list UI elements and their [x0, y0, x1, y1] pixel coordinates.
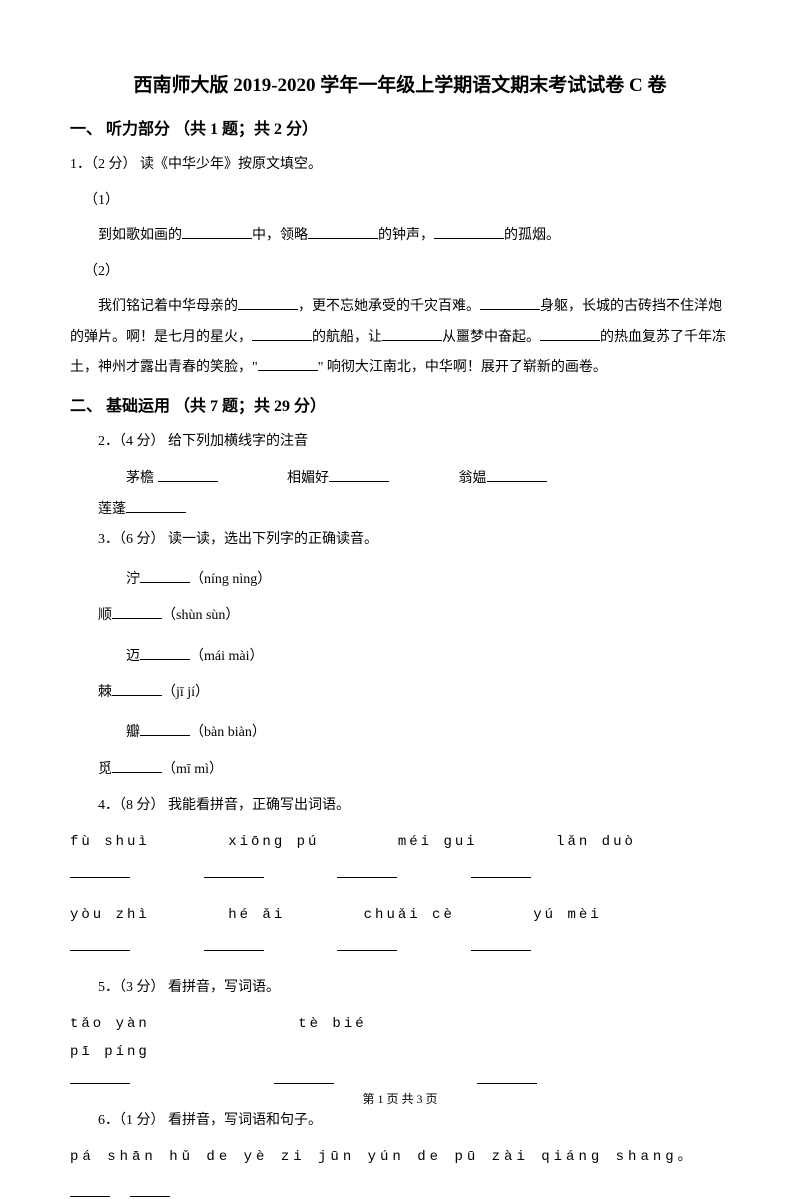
fill-blank[interactable] [308, 221, 378, 239]
pinyin: xiōng pú [228, 834, 319, 850]
q2-item: 莲蓬 [98, 502, 126, 517]
fill-blank[interactable] [204, 933, 264, 951]
options: （mī mì） [162, 762, 223, 777]
char: 顺 [98, 608, 112, 623]
q2-prefix: 2．（4 分） 给下列加横线字的注音 [70, 428, 730, 456]
q2-items: 茅檐 相媚好 翁媪 莲蓬 [70, 464, 730, 526]
pinyin: tǎo yàn [70, 1010, 150, 1038]
fill-blank[interactable] [337, 860, 397, 878]
fill-blank[interactable] [480, 292, 540, 310]
options: （níng nìng） [190, 572, 271, 587]
pinyin: fù shuì [70, 834, 150, 850]
pinyin: yú mèi [533, 907, 601, 923]
q3-row: 泞 （níng nìng） 顺 （shùn sùn） [70, 562, 730, 635]
fill-blank[interactable] [158, 464, 218, 482]
q2-item: 茅檐 [126, 471, 154, 486]
fill-blank[interactable] [337, 933, 397, 951]
q3-prefix: 3．（6 分） 读一读，选出下列字的正确读音。 [70, 526, 730, 554]
char: 觅 [98, 762, 112, 777]
options: （shùn sùn） [162, 608, 239, 623]
exam-title: 西南师大版 2019-2020 学年一年级上学期语文期末考试试卷 C 卷 [70, 70, 730, 97]
q6-blank-row [70, 1179, 730, 1202]
q4-blank-row [70, 933, 730, 962]
q1-sub1-label: （1） [84, 187, 730, 215]
q5-prefix: 5．（3 分） 看拼音，写词语。 [70, 974, 730, 1002]
q4-prefix: 4．（8 分） 我能看拼音，正确写出词语。 [70, 792, 730, 820]
q1-sub2-label: （2） [84, 258, 730, 286]
fill-blank[interactable] [487, 464, 547, 482]
q1-sub1-text: 到如歌如画的 中，领略 的钟声， 的孤烟。 [70, 221, 730, 252]
section2-header: 二、 基础运用 （共 7 题；共 29 分） [70, 392, 730, 416]
q4-pinyin-row: yòu zhì hé ǎi chuǎi cè yú mèi [70, 901, 730, 929]
fill-blank[interactable] [70, 1066, 130, 1084]
fill-blank[interactable] [140, 718, 190, 736]
pinyin: lǎn duò [556, 834, 636, 850]
text: 的钟声， [378, 228, 434, 243]
fill-blank[interactable] [434, 221, 504, 239]
char: 瓣 [126, 725, 140, 740]
fill-blank[interactable] [204, 860, 264, 878]
fill-blank[interactable] [112, 601, 162, 619]
options: （mái mài） [190, 649, 264, 664]
q4-blank-row [70, 860, 730, 889]
fill-blank[interactable] [70, 1179, 110, 1197]
fill-blank[interactable] [258, 353, 318, 371]
fill-blank[interactable] [274, 1066, 334, 1084]
q2-item: 翁媪 [459, 471, 487, 486]
text: 的航船，让 [312, 330, 382, 345]
pinyin: méi gui [398, 834, 478, 850]
text: 从噩梦中奋起。 [442, 330, 540, 345]
text: 到如歌如画的 [98, 228, 182, 243]
fill-blank[interactable] [471, 933, 531, 951]
text: 中，领略 [252, 228, 308, 243]
options: （bàn biàn） [190, 725, 266, 740]
text: ，更不忘她承受的千灾百难。 [298, 299, 480, 314]
q6-prefix: 6．（1 分） 看拼音，写词语和句子。 [70, 1107, 730, 1135]
pinyin: chuǎi cè [364, 907, 455, 923]
page-footer: 第 1 页 共 3 页 [0, 1090, 800, 1107]
pinyin: yòu zhì [70, 907, 150, 923]
section1-header: 一、 听力部分 （共 1 题；共 2 分） [70, 115, 730, 139]
pinyin: hé ǎi [228, 907, 285, 923]
text: 的孤烟。 [504, 228, 560, 243]
q5-pinyin-row: tǎo yàn tè bié pī píng [70, 1010, 730, 1066]
text: " 响彻大江南北，中华啊！展开了崭新的画卷。 [318, 360, 607, 375]
q6-pinyin: pá shān hǔ de yè zi jūn yún de pū zài qi… [70, 1143, 730, 1171]
fill-blank[interactable] [70, 860, 130, 878]
fill-blank[interactable] [182, 221, 252, 239]
fill-blank[interactable] [382, 323, 442, 341]
q4-pinyin-row: fù shuì xiōng pú méi gui lǎn duò [70, 828, 730, 856]
fill-blank[interactable] [126, 495, 186, 513]
char: 棘 [98, 685, 112, 700]
fill-blank[interactable] [112, 755, 162, 773]
fill-blank[interactable] [238, 292, 298, 310]
q3-row: 瓣 （bàn biàn） 觅 （mī mì） [70, 715, 730, 788]
text: 我们铭记着中华母亲的 [98, 299, 238, 314]
pinyin: tè bié [298, 1010, 366, 1038]
fill-blank[interactable] [540, 323, 600, 341]
options: （jī jí） [162, 685, 209, 700]
pinyin: pī píng [70, 1038, 150, 1066]
fill-blank[interactable] [329, 464, 389, 482]
fill-blank[interactable] [112, 678, 162, 696]
char: 迈 [126, 649, 140, 664]
fill-blank[interactable] [70, 933, 130, 951]
fill-blank[interactable] [130, 1179, 170, 1197]
fill-blank[interactable] [477, 1066, 537, 1084]
q1-prefix: 1．（2 分） 读《中华少年》按原文填空。 [70, 151, 730, 179]
q1-sub2-text: 我们铭记着中华母亲的，更不忘她承受的千灾百难。身躯，长城的古砖挡不住洋炮的弹片。… [70, 292, 730, 384]
fill-blank[interactable] [252, 323, 312, 341]
fill-blank[interactable] [140, 642, 190, 660]
q3-row: 迈 （mái mài） 棘 （jī jí） [70, 639, 730, 712]
fill-blank[interactable] [140, 565, 190, 583]
char: 泞 [126, 572, 140, 587]
fill-blank[interactable] [471, 860, 531, 878]
q2-item: 相媚好 [287, 471, 329, 486]
